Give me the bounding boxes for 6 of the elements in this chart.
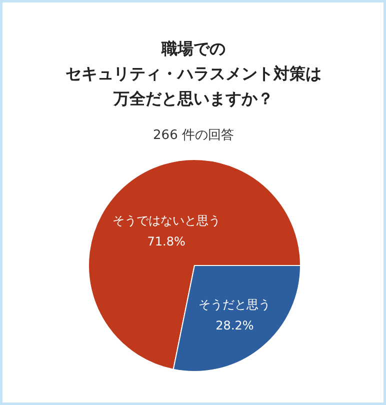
chart-subtitle: 266 件の回答	[153, 128, 234, 143]
chart-title: 職場でのセキュリティ・ハラスメント対策は万全だと思いますか？	[66, 39, 322, 108]
data-label: 28.2%	[216, 318, 254, 332]
slice-label: そうだと思う	[198, 297, 271, 312]
slice-label: そうではないと思う	[112, 214, 220, 228]
data-label: 71.8%	[147, 234, 186, 249]
